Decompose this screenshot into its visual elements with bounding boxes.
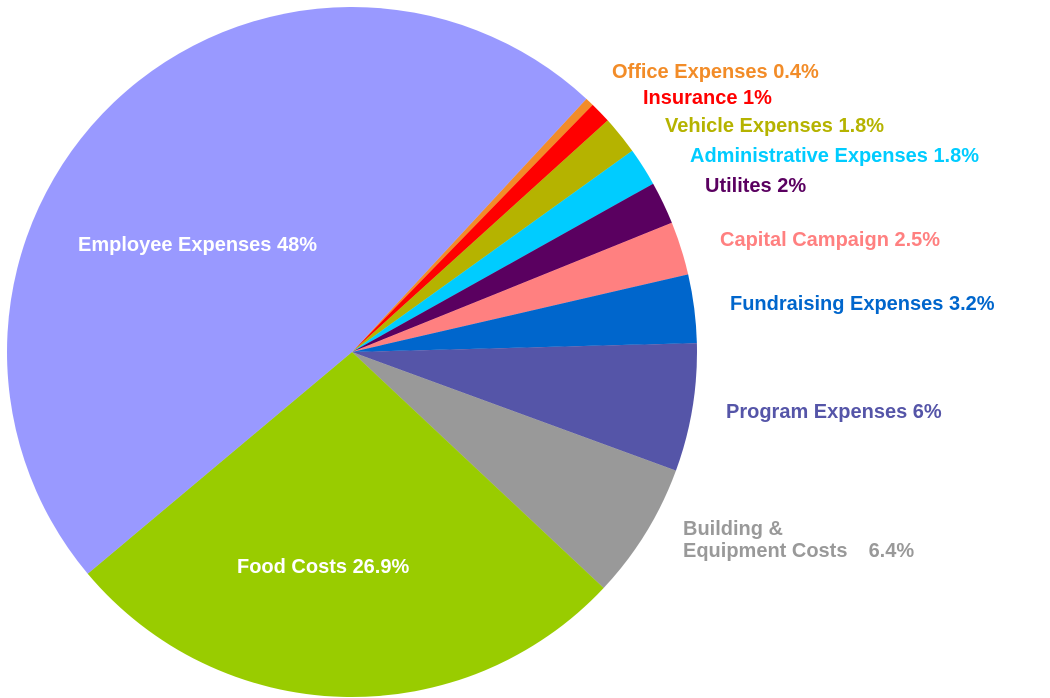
- pie-slice: [352, 352, 676, 588]
- value-label: 2.5%: [894, 229, 941, 251]
- value-label: 48%: [277, 234, 318, 256]
- category-label: Insurance: [643, 87, 738, 109]
- value-label: 0.4%: [773, 61, 819, 83]
- value-label: 26.9%: [352, 556, 410, 578]
- value-label: 6.4%: [868, 540, 915, 562]
- pie-slice: [352, 120, 633, 353]
- value-label: 1%: [743, 87, 772, 109]
- pie-slice: [352, 343, 697, 471]
- slice-label: Fundraising Expenses 3.2%: [730, 293, 995, 315]
- pie-slice: [352, 150, 654, 352]
- category-label: Fundraising Expenses: [730, 293, 944, 315]
- category-label: Office Expenses: [612, 61, 768, 83]
- pie-slice: [352, 183, 672, 352]
- slice-label: Insurance 1%: [643, 87, 772, 109]
- slice-label: Building & Equipment Costs 6.4%: [683, 518, 914, 562]
- slice-label: Office Expenses 0.4%: [612, 61, 819, 83]
- value-label: 6%: [912, 401, 942, 423]
- slice-label: Employee Expenses 48%: [78, 234, 317, 256]
- slice-label: Utilites 2%: [705, 175, 806, 197]
- pie-slice: [352, 104, 608, 352]
- category-label: Employee Expenses: [78, 234, 272, 256]
- category-label: Building & Equipment Costs: [683, 518, 848, 562]
- pie-slice: [87, 352, 604, 698]
- value-label: 2%: [777, 175, 807, 197]
- slice-label: Capital Campaign 2.5%: [720, 229, 940, 251]
- category-label: Vehicle Expenses: [665, 115, 833, 137]
- slice-label: Food Costs 26.9%: [237, 556, 409, 578]
- slice-label: Program Expenses 6%: [726, 401, 942, 423]
- value-label: 1.8%: [933, 145, 980, 167]
- pie-slice: [6, 6, 587, 574]
- category-label: Food Costs: [237, 556, 347, 578]
- pie-slice: [352, 98, 593, 353]
- category-label: Capital Campaign: [720, 229, 889, 251]
- slice-label: Vehicle Expenses 1.8%: [665, 115, 884, 137]
- value-label: 3.2%: [948, 293, 995, 315]
- pie-slice: [352, 222, 689, 352]
- slice-label: Administrative Expenses 1.8%: [690, 145, 979, 167]
- category-label: Utilites: [705, 175, 772, 197]
- value-label: 1.8%: [838, 115, 885, 137]
- category-label: Program Expenses: [726, 401, 908, 423]
- category-label: Administrative Expenses: [690, 145, 928, 167]
- pie-slice: [352, 274, 697, 352]
